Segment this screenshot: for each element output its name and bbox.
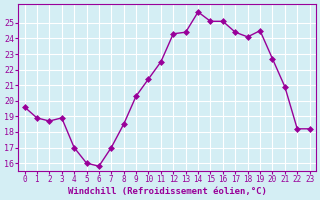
X-axis label: Windchill (Refroidissement éolien,°C): Windchill (Refroidissement éolien,°C) — [68, 187, 267, 196]
